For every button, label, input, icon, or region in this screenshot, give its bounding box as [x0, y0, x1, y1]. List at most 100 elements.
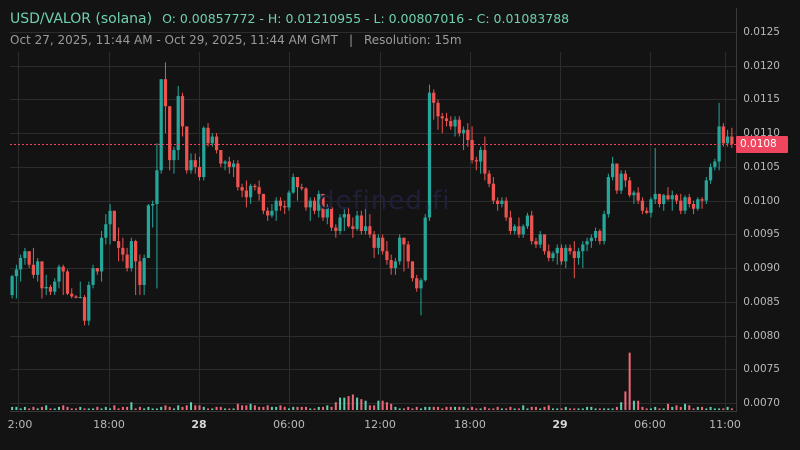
- volume-bar: [666, 403, 669, 410]
- candle-up: [585, 241, 589, 245]
- volume-bar: [441, 408, 444, 410]
- volume-bar: [343, 397, 346, 410]
- volume-bar: [569, 408, 572, 410]
- candle-down: [687, 197, 691, 205]
- candle-down: [547, 251, 551, 258]
- volume-bar: [262, 406, 265, 410]
- candle-down: [406, 244, 410, 262]
- price-tick-label: 0.0075: [743, 362, 780, 375]
- candle-down: [266, 210, 270, 216]
- candle-down: [65, 271, 70, 294]
- time-tick-label: 2:00: [7, 418, 33, 431]
- volume-bar: [471, 406, 474, 410]
- volume-bar: [530, 406, 533, 410]
- volume-bar: [326, 405, 329, 410]
- candle-down: [542, 234, 547, 252]
- time-tick-label: 28: [191, 418, 207, 431]
- price-tick-label: 0.0120: [743, 59, 780, 72]
- candle-down: [70, 293, 74, 297]
- candle-down: [466, 129, 470, 140]
- volume-bar: [419, 408, 422, 410]
- candle-down: [640, 200, 645, 211]
- candle-down: [487, 173, 491, 184]
- candle-up: [249, 185, 253, 198]
- candle-down: [74, 296, 78, 298]
- volume-bar: [547, 405, 550, 410]
- candle-up: [453, 119, 457, 127]
- candle-down: [257, 187, 261, 194]
- candle-up: [363, 226, 368, 231]
- volume-bar: [360, 399, 363, 410]
- volume-bar: [147, 406, 150, 410]
- candle-up: [593, 230, 598, 238]
- candle-up: [670, 195, 674, 200]
- candle-up: [23, 251, 27, 258]
- volume-bar: [586, 406, 589, 410]
- volume-bar: [679, 406, 682, 410]
- candle-down: [666, 195, 670, 200]
- volume-bar: [121, 406, 124, 410]
- candle-down: [227, 161, 231, 167]
- volume-bar: [40, 406, 43, 410]
- price-tick-label: 0.0090: [743, 261, 780, 274]
- candle-up: [87, 284, 91, 321]
- volume-bar: [437, 406, 440, 410]
- volume-bar: [23, 406, 26, 410]
- volume-bar: [628, 352, 631, 410]
- volume-bar: [151, 408, 154, 410]
- volume-bar: [309, 408, 312, 410]
- volume-bar: [232, 408, 235, 410]
- candle-down: [568, 247, 572, 252]
- volume-bar: [398, 408, 401, 410]
- volume-bar: [57, 406, 60, 410]
- volume-bar: [292, 406, 295, 410]
- volume-bar: [45, 405, 48, 410]
- candle-down: [457, 119, 461, 134]
- candle-down: [185, 126, 189, 171]
- candle-down: [572, 251, 576, 258]
- candle-down: [491, 183, 495, 201]
- volume-bar: [462, 406, 465, 410]
- candle-up: [419, 280, 423, 289]
- volume-bar: [411, 408, 414, 410]
- candle-up: [564, 247, 568, 262]
- candle-up: [172, 150, 176, 161]
- volume-bar: [449, 406, 452, 410]
- volume-bar: [304, 406, 307, 410]
- candle-up: [576, 251, 581, 258]
- candle-down: [27, 251, 31, 265]
- candle-up: [142, 257, 146, 285]
- candle-down: [534, 241, 538, 245]
- volume-bar: [339, 397, 342, 410]
- candle-up: [717, 126, 721, 162]
- candle-down: [163, 79, 168, 107]
- resolution-label[interactable]: Resolution: 15m: [363, 33, 462, 47]
- price-tick-label: 0.0110: [743, 126, 780, 139]
- candle-down: [121, 247, 125, 255]
- volume-bar: [219, 406, 222, 410]
- volume-bar: [53, 408, 56, 410]
- candle-down: [517, 226, 521, 235]
- volume-bar: [185, 405, 188, 410]
- candle-down: [470, 139, 474, 161]
- candle-up: [151, 204, 155, 206]
- volume-bar: [202, 406, 205, 410]
- volume-bar: [224, 408, 227, 410]
- volume-bar: [160, 406, 163, 410]
- candle-up: [104, 224, 108, 238]
- volume-bar: [637, 400, 640, 410]
- candle-down: [283, 206, 287, 208]
- candle-down: [334, 227, 338, 231]
- volume-bar: [28, 408, 31, 410]
- volume-bar: [347, 396, 350, 410]
- volume-bar: [36, 408, 39, 410]
- volume-bar: [522, 405, 525, 410]
- volume-bar: [181, 406, 184, 410]
- candle-down: [31, 264, 36, 275]
- candle-down: [214, 136, 219, 151]
- volume-bar: [730, 408, 733, 410]
- volume-bar: [581, 408, 584, 410]
- volume-bar: [500, 408, 503, 410]
